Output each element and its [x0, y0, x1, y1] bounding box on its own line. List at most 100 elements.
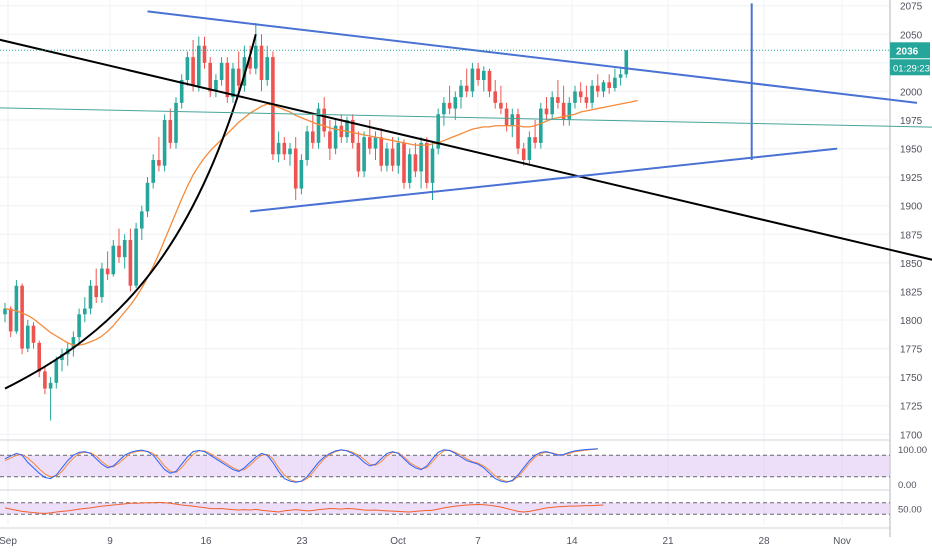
- candle-body: [584, 97, 589, 103]
- time-tick-label: 14: [566, 536, 578, 547]
- candle-body: [100, 268, 104, 298]
- candle-body: [48, 382, 53, 389]
- time-tick-label: 28: [758, 536, 770, 547]
- time-tick-label: 7: [475, 536, 481, 547]
- price-tick-label: 1950: [900, 145, 923, 156]
- candle-body: [288, 148, 292, 155]
- candle-body: [601, 82, 606, 92]
- candle-body: [3, 308, 7, 315]
- price-tick-label: 2050: [900, 30, 923, 41]
- trendline: [249, 147, 838, 213]
- candle-body: [447, 102, 452, 109]
- candle-body: [607, 82, 611, 88]
- candle-body: [356, 142, 361, 172]
- price-tick-label: 1825: [900, 287, 923, 298]
- candle-body: [117, 245, 121, 258]
- oscillator-axis-label: 50.00: [898, 505, 922, 516]
- candle-body: [328, 131, 332, 149]
- candle-body: [419, 142, 423, 172]
- candle-body: [83, 308, 87, 315]
- candle-body: [174, 102, 178, 143]
- candle-body: [402, 142, 406, 183]
- candle-body: [482, 70, 486, 80]
- candle-body: [231, 68, 235, 98]
- price-tick-label: 2000: [900, 87, 923, 98]
- price-tick-label: 1700: [900, 430, 923, 441]
- trendline: [0, 107, 932, 128]
- candle-body: [140, 211, 144, 229]
- price-tick-label: 1750: [900, 373, 923, 384]
- candle-body: [550, 97, 554, 115]
- candle-body: [561, 102, 566, 120]
- countdown-label: 01:29:23: [893, 63, 930, 74]
- candle-body: [293, 148, 298, 189]
- candle-body: [259, 45, 264, 80]
- candle-body: [316, 108, 321, 143]
- price-tick-label: 1725: [900, 402, 923, 413]
- trendline-curve: [4, 34, 257, 390]
- trendline: [0, 38, 932, 261]
- current-price-label: 2036: [896, 46, 919, 57]
- candle-body: [453, 97, 458, 109]
- candle-body: [179, 80, 184, 103]
- candle-body: [430, 148, 435, 183]
- candle-body: [487, 70, 492, 92]
- candle-body: [544, 108, 549, 115]
- candle-body: [590, 85, 594, 103]
- current-price-badge: [890, 42, 930, 59]
- stochastic-axis-label-bottom: 0.00: [898, 480, 917, 491]
- stochastic-axis-label-top: 100.00: [898, 445, 927, 456]
- time-tick-label: Nov: [833, 536, 851, 547]
- candle-body: [305, 131, 309, 160]
- price-tick-label: 1800: [900, 316, 923, 327]
- candle-body: [425, 142, 429, 183]
- candle-body: [345, 120, 349, 138]
- stochastic-band: [0, 455, 890, 477]
- candle-body: [333, 125, 338, 149]
- candle-body: [596, 85, 600, 92]
- oscillator-band: [0, 502, 890, 515]
- candle-body: [88, 285, 93, 309]
- candle-body: [436, 114, 440, 149]
- candle-body: [379, 137, 383, 166]
- candle-body: [350, 120, 355, 143]
- candle-body: [567, 102, 572, 120]
- candle-body: [618, 74, 623, 78]
- candle-body: [459, 85, 463, 98]
- candle-body: [20, 285, 24, 349]
- candle-body: [493, 91, 497, 103]
- candle-body: [578, 91, 583, 98]
- price-tick-label: 1775: [900, 345, 923, 356]
- candle-body: [385, 148, 389, 166]
- trendline: [147, 10, 918, 104]
- candle-body: [26, 325, 30, 349]
- moving-average-line: [4, 99, 638, 346]
- candle-body: [162, 120, 167, 166]
- candle-body: [362, 137, 366, 172]
- countdown-badge: [890, 59, 930, 76]
- time-tick-label: Sep: [0, 536, 17, 547]
- candle-body: [470, 68, 475, 92]
- candle-body: [556, 97, 560, 103]
- candle-body: [8, 308, 13, 332]
- candle-body: [122, 240, 127, 258]
- candle-body: [77, 314, 81, 338]
- price-tick-label: 1900: [900, 202, 923, 213]
- candle-body: [31, 325, 36, 343]
- candle-body: [265, 57, 269, 80]
- candle-body: [521, 148, 526, 160]
- price-tick-label: 1850: [900, 259, 923, 270]
- candle-body: [168, 120, 173, 143]
- candle-body: [533, 137, 537, 143]
- candle-body: [219, 62, 224, 80]
- time-tick-label: 23: [296, 536, 308, 547]
- oscillator-line: [4, 501, 604, 514]
- candle-body: [510, 114, 515, 126]
- candle-body: [516, 114, 520, 149]
- candle-body: [573, 91, 577, 103]
- candle-body: [368, 137, 372, 149]
- price-tick-label: 1975: [900, 116, 923, 127]
- candle-body: [202, 45, 207, 63]
